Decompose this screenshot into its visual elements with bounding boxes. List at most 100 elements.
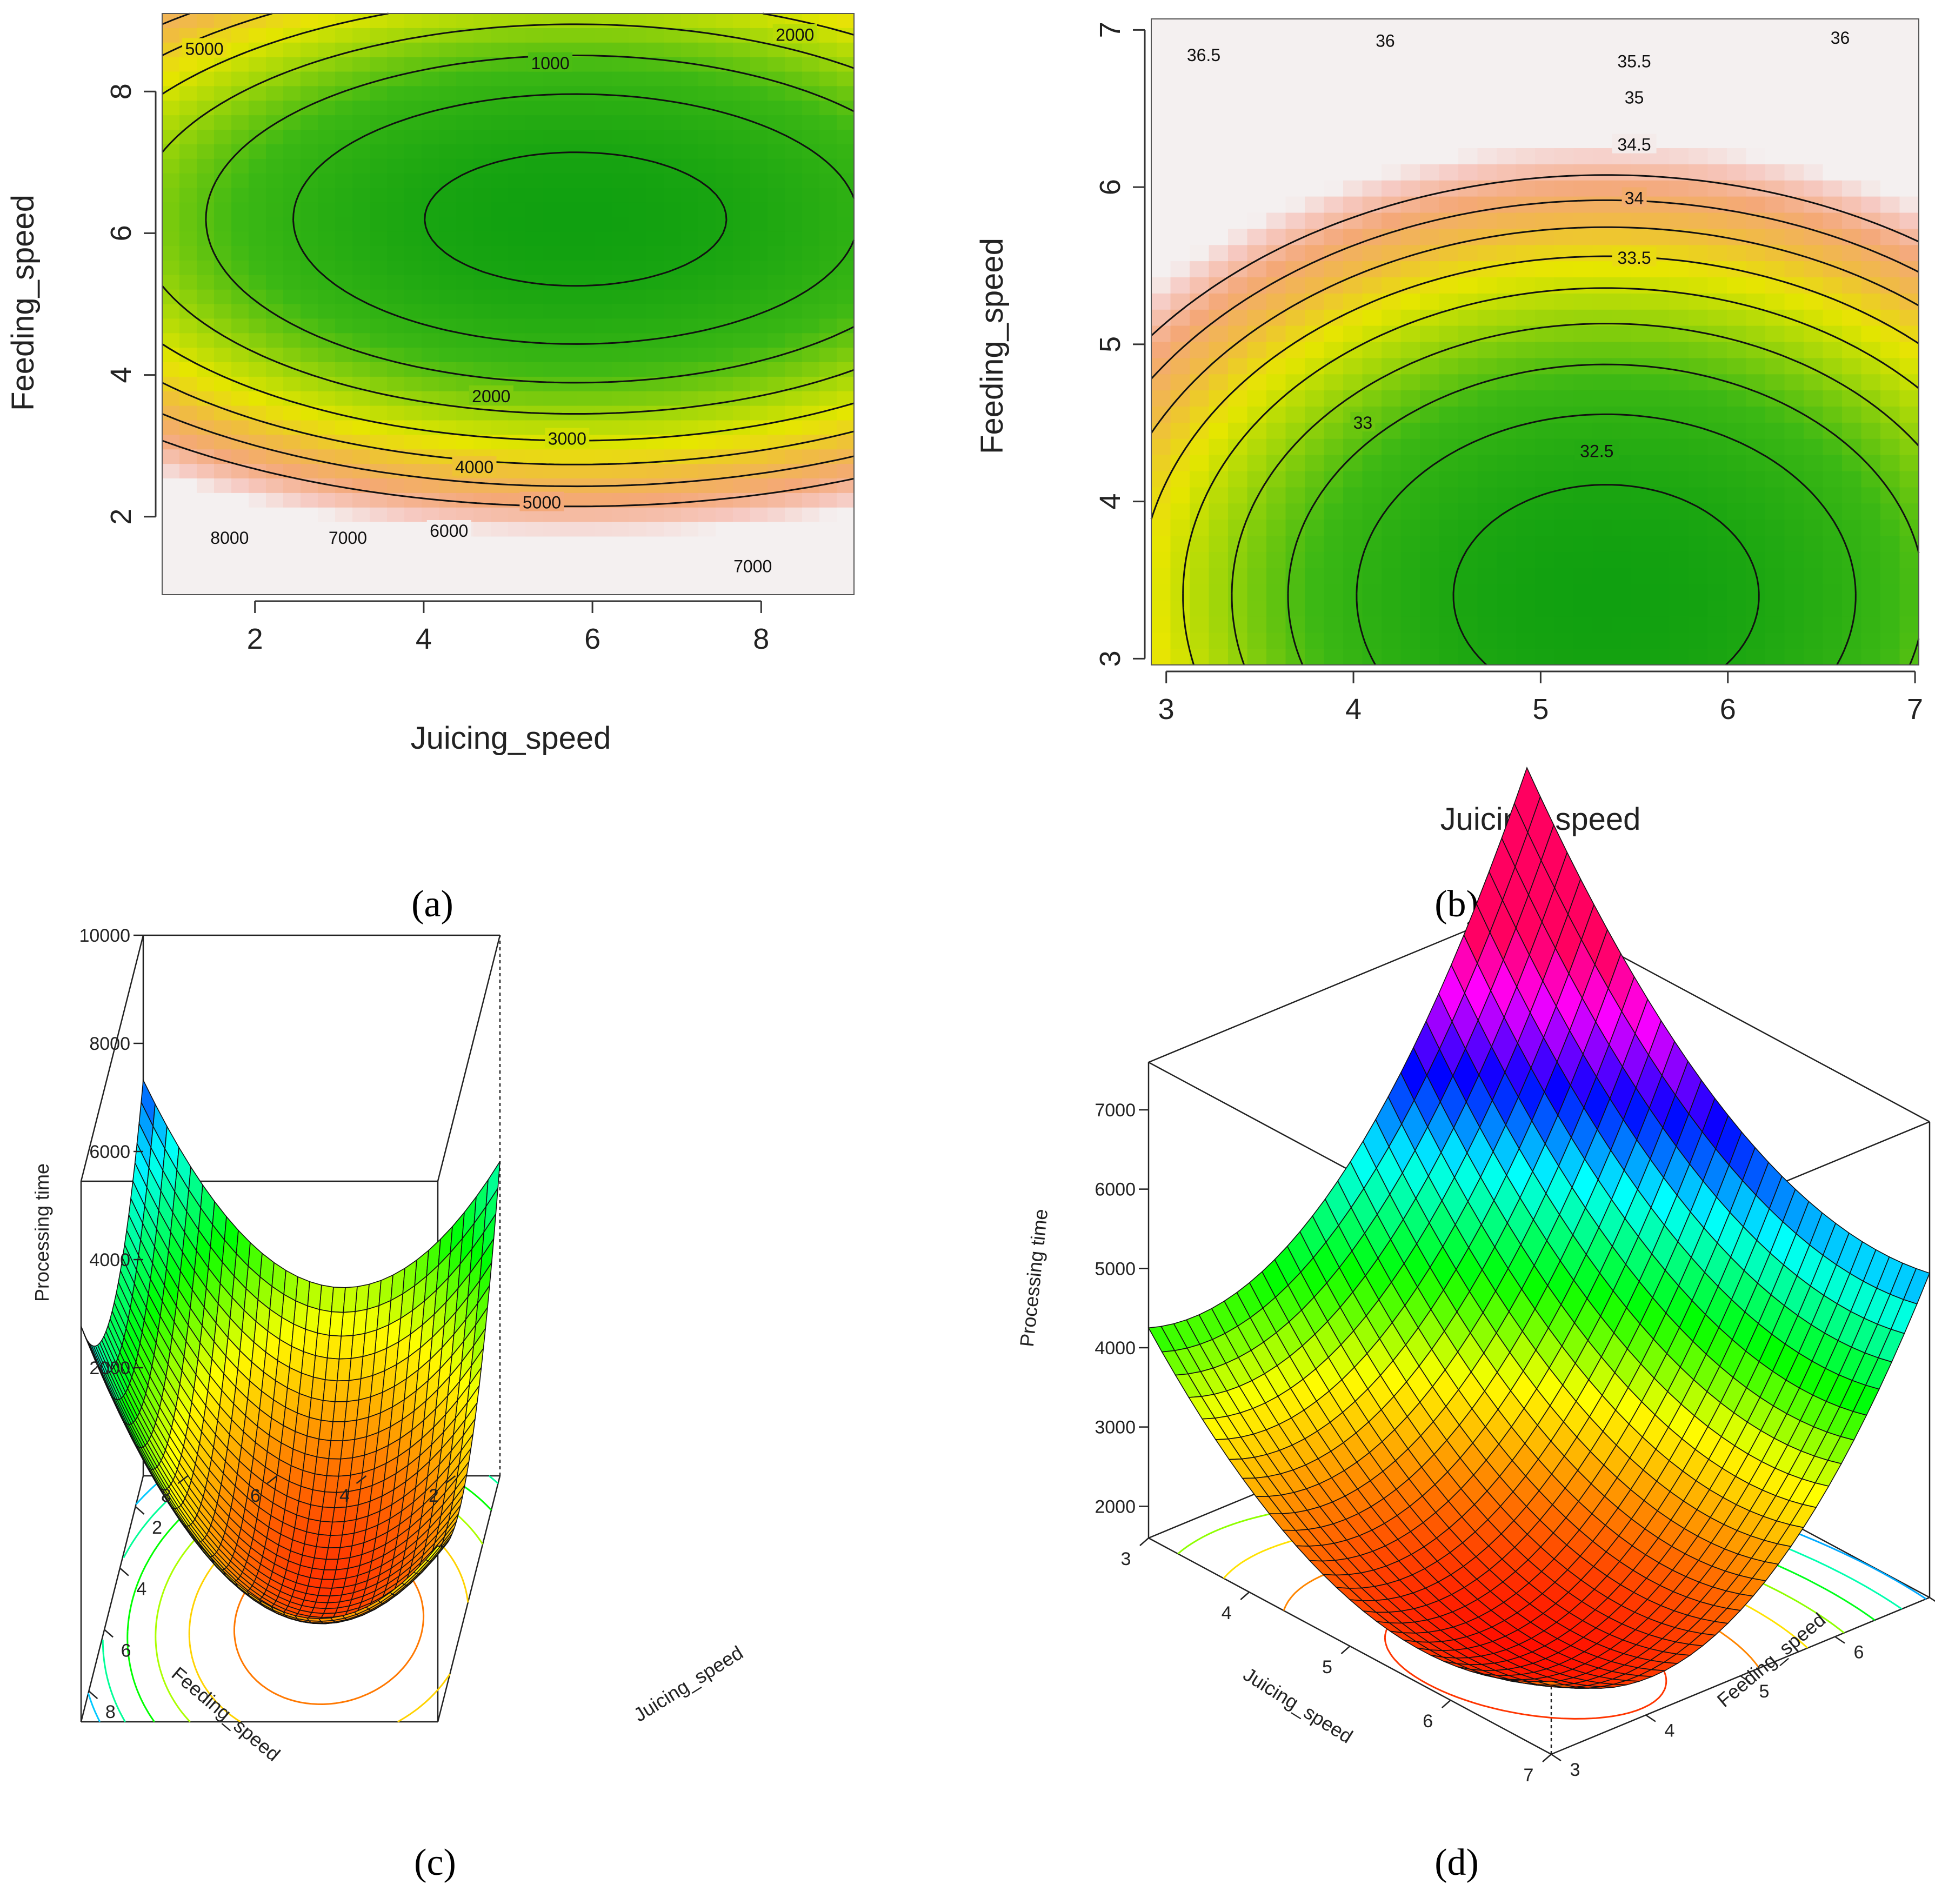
heat-cell [1151, 520, 1171, 536]
heat-cell [370, 231, 388, 247]
heat-cell [1305, 148, 1325, 165]
heat-cell [1247, 616, 1267, 634]
heat-cell [1727, 584, 1747, 601]
heat-cell [491, 565, 509, 581]
heat-cell [698, 202, 716, 218]
heat-cell [335, 231, 353, 247]
heat-cell [1439, 438, 1459, 456]
heat-cell [179, 376, 197, 392]
heat-cell [577, 362, 595, 377]
heat-cell [473, 304, 491, 319]
heat-cell [179, 551, 197, 567]
heat-cell [370, 158, 388, 174]
heat-cell [1707, 487, 1727, 504]
heat-cell [1535, 536, 1555, 552]
heat-cell [543, 173, 561, 189]
z-tick-label: 2000 [89, 1358, 130, 1379]
heat-cell [1362, 633, 1382, 649]
heat-cell [404, 86, 422, 102]
heat-cell [456, 42, 474, 58]
heat-cell [370, 275, 388, 290]
heat-cell [768, 362, 785, 377]
heat-cell [1477, 245, 1497, 262]
heat-cell [1170, 261, 1190, 278]
heat-cell [1842, 180, 1862, 197]
heat-cell [473, 318, 491, 334]
heat-cell [1497, 487, 1517, 504]
heat-cell [318, 492, 336, 508]
heat-cell [1190, 180, 1210, 197]
heat-cell [1209, 229, 1229, 246]
heat-cell [768, 507, 785, 523]
heat-cell [1305, 164, 1325, 181]
heat-cell [716, 42, 733, 58]
heat-cell [560, 101, 578, 116]
contour-line-3000 [205, 55, 855, 384]
heat-cell [1497, 309, 1517, 327]
heat-cell [1861, 261, 1881, 278]
heat-cell [1516, 568, 1536, 585]
heat-cell [1420, 390, 1440, 407]
heat-cell [283, 86, 301, 102]
heat-cell [1689, 633, 1709, 649]
heat-cell [837, 348, 855, 363]
heat-cell [1707, 148, 1727, 165]
heat-cell [681, 115, 699, 130]
heat-cell [1746, 67, 1766, 84]
heat-cell [301, 275, 318, 290]
heat-cell [456, 492, 474, 508]
heat-cell [335, 101, 353, 116]
heat-cell [266, 130, 284, 145]
heat-cell [837, 246, 855, 261]
heat-cell [491, 202, 509, 218]
heat-cell [1420, 245, 1440, 262]
heat-cell [1880, 35, 1900, 52]
heat-cell [664, 376, 682, 392]
heat-cell [750, 333, 768, 348]
heat-cell [214, 71, 232, 87]
heat-cell [733, 86, 751, 102]
heat-cell [473, 130, 491, 145]
heat-cell [1266, 600, 1286, 617]
heat-cell [1382, 148, 1402, 165]
heat-cell [681, 188, 699, 203]
heat-cell [1727, 471, 1747, 488]
heat-cell [508, 57, 526, 72]
heat-cell [1151, 584, 1171, 601]
heat-cell [1689, 132, 1709, 149]
heat-cell [335, 289, 353, 305]
heat-cell [1324, 325, 1344, 343]
y-axis-title-a: Feeding_speed [5, 195, 41, 411]
heat-cell [1170, 407, 1190, 423]
heat-cell [335, 304, 353, 319]
heat-cell [629, 551, 647, 567]
heat-cell [1266, 116, 1286, 132]
heat-cell [750, 14, 768, 29]
contour-label-bg [325, 527, 370, 547]
x-axis-title-a: Juicing_speed [411, 721, 611, 756]
heat-cell [1343, 487, 1363, 504]
heat-cell [1247, 51, 1267, 68]
heat-cell [1228, 551, 1248, 569]
heat-cell [1746, 83, 1766, 101]
heat-cell [1343, 132, 1363, 149]
heat-cell [491, 348, 509, 363]
heat-cell [387, 188, 405, 203]
x-tick-label: 7 [1907, 693, 1923, 725]
heat-cell [1592, 132, 1612, 149]
contour-label: 7000 [329, 528, 367, 548]
heat-cell [1861, 19, 1881, 36]
heat-cell [1285, 277, 1305, 294]
heat-cell [716, 130, 733, 145]
heat-cell [1382, 309, 1402, 327]
heat-cell [1305, 584, 1325, 601]
heat-cell [249, 362, 266, 377]
heat-cell [387, 14, 405, 29]
heat-cell [819, 130, 837, 145]
heat-cell [197, 435, 215, 450]
heat-cell [1784, 649, 1804, 665]
heat-cell [543, 522, 561, 537]
heat-cell [1650, 422, 1670, 440]
heat-cell [370, 536, 388, 552]
heat-cell [352, 101, 370, 116]
